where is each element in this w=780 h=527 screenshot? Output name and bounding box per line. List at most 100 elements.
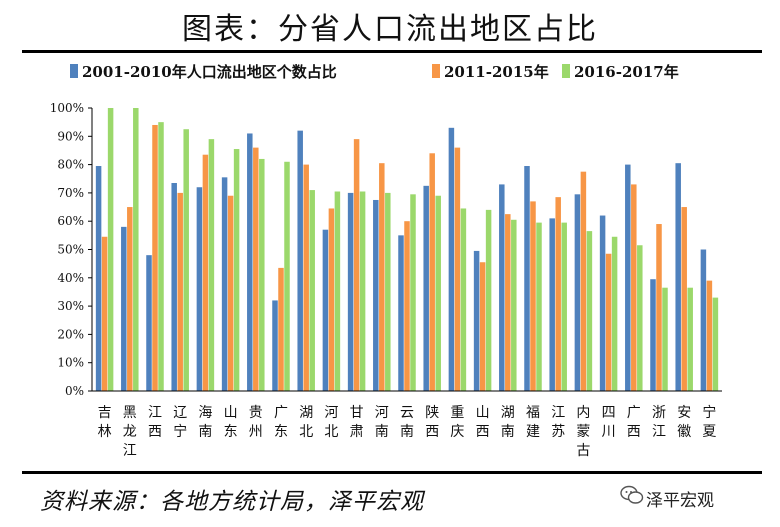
bar-series-2 [253,147,259,391]
legend-swatch [70,64,78,78]
x-tick-label: 浙江 [652,405,666,440]
x-tick-label: 吉林 [98,405,112,440]
x-tick-label: 广东 [274,405,288,440]
bar-series-2 [429,153,435,391]
y-axis: 0% 10% 20% 30% 40% 50% 60% 70% 80% 90% 100% [50,101,93,398]
bars [95,108,719,392]
bar-series-3 [133,108,139,391]
bar-series-1 [499,184,505,391]
x-tick-label: 陕西 [425,405,439,440]
bar-series-3 [712,297,719,391]
x-tick-label: 湖北 [299,405,313,440]
bar-series-1 [398,235,404,391]
bar-series-3 [410,194,416,391]
bar-series-1 [524,166,530,391]
legend-swatch [562,64,570,78]
bar-series-3 [662,287,668,391]
bar-series-1 [121,226,127,391]
legend-label: 2001-2010年人口流出地区个数占比 [82,63,337,81]
chart-area: 2001-2010年人口流出地区个数占比 2011-2015年 2016-2017年… [50,63,722,459]
bar-series-1 [297,130,303,391]
bar-series-1 [448,127,455,391]
watermark: 泽平宏观 [646,491,714,511]
bar-series-1 [700,249,707,391]
bar-series-3 [687,287,693,391]
y-tick-label: 0% [65,384,84,398]
bar-series-1 [347,192,354,391]
bar-series-1 [95,166,102,391]
bar-series-2 [656,224,662,391]
bar-series-2 [530,201,536,391]
x-tick-label: 湖南 [501,405,515,440]
x-tick-label: 广西 [627,405,641,440]
bar-series-3 [259,158,265,391]
y-tick-label: 100% [50,101,84,115]
bar-series-1 [171,183,177,391]
y-tick-label: 90% [57,129,84,143]
bar-series-3 [561,222,567,391]
bar-series-3 [183,129,189,391]
y-tick-label: 70% [57,186,84,200]
bar-series-2 [227,195,234,391]
x-tick-label: 福建 [526,405,540,440]
y-tick-label: 40% [57,271,84,285]
x-tick-label: 江苏 [551,405,565,440]
bar-series-3 [309,190,315,391]
x-tick-label: 云南 [400,405,414,440]
bar-series-2 [278,267,284,391]
x-tick-label: 重庆 [450,405,464,440]
y-tick-label: 50% [57,243,84,257]
bar-series-1 [373,199,379,391]
x-tick-label: 辽宁 [173,405,187,440]
bar-series-3 [435,195,441,391]
bar-series-1 [675,163,681,391]
bar-series-2 [303,164,309,391]
bar-series-1 [196,187,203,391]
wechat-icon [620,485,644,504]
legend-swatch [432,64,440,78]
source-note: 资料来源：各地方统计局，泽平宏观 [40,489,424,515]
bar-series-3 [586,231,593,391]
x-tick-label: 宁夏 [702,404,716,440]
legend-label: 2011-2015年 [444,63,549,81]
bar-series-1 [650,279,656,391]
bar-series-1 [221,177,228,391]
top-rule [22,50,762,53]
x-tick-label: 山西 [476,405,490,440]
bar-series-1 [322,229,329,391]
y-tick-label: 80% [57,158,84,172]
bar-series-2 [152,124,158,391]
bar-series-3 [611,236,618,391]
bar-series-1 [549,218,555,391]
x-tick-label: 河北 [324,405,338,440]
x-tick-label: 四川 [602,405,616,440]
legend: 2001-2010年人口流出地区个数占比 2011-2015年 2016-2017年 [70,63,679,81]
x-tick-label: 山东 [224,405,238,440]
bar-series-3 [637,245,643,391]
bar-series-3 [107,108,114,391]
x-tick-label: 内蒙古 [576,405,590,459]
bar-series-1 [146,255,152,391]
bar-series-1 [473,250,480,391]
bottom-rule [22,471,762,474]
bar-series-2 [379,163,385,391]
bar-series-3 [385,192,391,391]
bar-series-3 [334,191,341,391]
x-tick-label: 江西 [148,405,162,440]
x-tick-label: 海南 [198,405,212,440]
bar-series-3 [485,209,492,391]
bar-series-3 [511,219,517,391]
x-axis: 吉林黑龙江江西辽宁海南山东贵州广东湖北河北甘肃河南云南陕西重庆山西湖南福建江苏内… [92,390,722,459]
bar-series-3 [158,122,164,392]
bar-series-1 [599,215,606,391]
bar-series-2 [479,262,486,391]
bar-series-2 [681,207,687,391]
bar-series-1 [625,164,631,391]
bar-series-3 [284,161,290,391]
bar-series-2 [454,147,461,391]
bar-series-1 [272,300,278,391]
bar-series-2 [353,139,360,391]
bar-series-2 [177,192,183,391]
bar-series-2 [127,207,133,391]
bar-series-2 [101,236,108,391]
